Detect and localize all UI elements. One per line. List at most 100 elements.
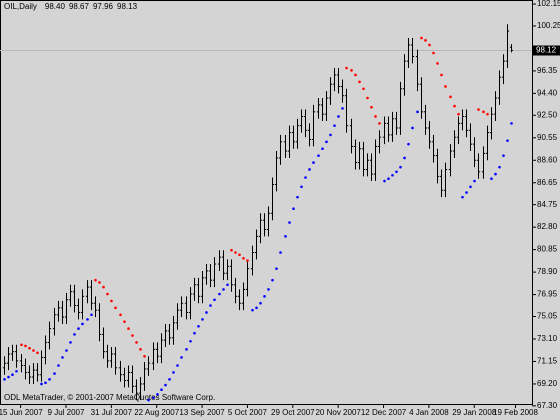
sar-dot [164,383,167,387]
sar-dot [461,195,464,199]
sar-dot [201,318,204,321]
sar-dot [168,378,171,381]
sar-dot [48,378,51,381]
y-tick-label: 90.55 [537,133,558,142]
y-tick-label: 75.05 [537,312,558,321]
sar-dot [354,73,357,77]
sar-dot [259,301,262,305]
sar-dot [308,168,311,171]
sar-dot [341,107,344,110]
sar-dot [420,36,423,40]
sar-dot [411,126,414,130]
sar-dot [494,172,497,176]
sar-dot [119,313,122,317]
sar-dot [255,306,258,310]
sar-dot [131,334,134,337]
y-tick-label: 88.60 [537,155,558,164]
sar-dot [81,322,84,326]
sar-dot [490,177,493,181]
sar-dot [102,285,105,289]
sar-dot [416,110,419,114]
sar-dot [424,39,427,42]
sar-dot [36,351,39,355]
plot-frame [0,0,533,405]
sar-dot [160,388,163,392]
sar-dot [477,108,480,111]
sar-dot [378,122,381,125]
y-tick-label: 92.50 [537,110,558,119]
sar-dot [366,96,369,100]
header-value: 98.67 [69,2,90,11]
sar-dot [94,278,97,282]
y-tick-label: 69.20 [537,379,558,388]
sar-dot [226,283,229,287]
sar-dot [337,115,340,118]
sar-dot [7,375,10,379]
sar-dot [242,256,245,260]
x-tick-label: 19 Feb 2008 [493,408,538,417]
y-tick-label: 80.85 [537,245,558,254]
sar-dot [432,51,435,55]
sar-dot [61,356,64,359]
sar-dot [205,311,208,314]
sar-dot [213,298,216,302]
sar-dot [387,177,390,181]
sar-dot [20,343,23,347]
sar-dot [312,161,315,164]
sar-dot [329,133,332,137]
sar-dot [403,156,406,160]
sar-dot [325,140,328,144]
header-value: 98.40 [45,2,66,11]
x-tick-label: 4 Jan 2008 [409,408,449,417]
sar-dot [482,110,485,114]
sar-dot [300,185,303,189]
sar-dot [180,356,183,359]
sar-dot [267,288,270,291]
sar-dot [288,221,291,224]
sar-dot [469,185,472,189]
y-tick-label: 94.40 [537,89,558,98]
sar-dot [502,154,505,157]
sar-dot [90,313,93,317]
sar-dot [275,267,278,270]
sar-dot [350,69,353,72]
sar-dot [222,288,225,291]
sar-dot [370,105,373,109]
sar-dot [32,349,35,352]
x-tick-label: 13 Sep 2007 [179,408,225,417]
sar-dot [284,235,287,238]
sar-dot [230,248,233,252]
header: OIL,Daily [4,2,37,11]
sar-dot [209,304,212,307]
sar-dot [279,251,282,254]
sar-dot [110,299,113,303]
sar-dot [69,341,72,344]
sar-dot [172,371,175,374]
sar-dot [271,278,274,282]
sar-dot [263,295,266,298]
sar-dot [57,364,60,367]
x-tick-label: 31 Jul 2007 [91,408,133,417]
sar-dot [457,112,460,116]
y-tick-label: 102.15 [537,0,560,8]
price-marker-label: 98.12 [536,46,557,55]
y-tick-label: 86.65 [537,178,558,187]
sar-dot [510,122,513,125]
sar-dot [86,318,89,321]
sar-dot [498,165,501,169]
sar-dot [333,124,336,127]
sar-dot [304,176,307,179]
sar-dot [143,354,146,358]
sar-dot [362,87,365,91]
sar-dot [407,142,410,146]
x-tick-label: 20 Nov 2007 [315,408,361,417]
sar-dot [234,251,237,254]
sar-dot [106,292,109,296]
sar-dot [28,346,31,350]
sar-dot [73,333,76,336]
sar-dot [453,104,456,108]
y-tick-label: 73.10 [537,334,558,343]
sar-dot [65,349,68,352]
sar-dot [98,281,101,284]
sar-dot [317,154,320,157]
